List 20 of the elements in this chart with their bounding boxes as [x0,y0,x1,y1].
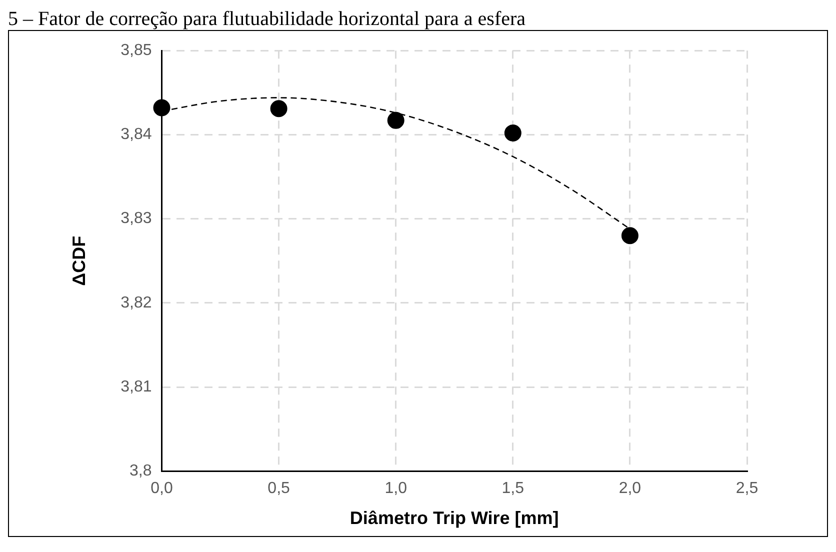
x-tick-label: 1,0 [384,480,408,498]
y-tick-label: 3,83 [120,210,152,228]
point [621,227,638,244]
point [270,100,288,118]
point [387,112,404,129]
x-axis-title: Diâmetro Trip Wire [mm] [350,508,559,528]
x-tick-label: 0,5 [268,480,290,498]
y-tick-label: 3,84 [120,126,152,144]
x-tick-label: 1,5 [502,480,524,498]
y-axis-title: ΔCDF [68,236,89,286]
chart-title: 5 – Fator de correção para flutuabilidade horizontal para a esfera [8,8,527,30]
point [153,99,170,116]
x-tick-label: 2,5 [736,480,758,498]
y-tick-label: 3,85 [120,42,152,60]
y-tick-label: 3,8 [129,462,152,480]
y-tick-label: 3,81 [120,378,152,396]
y-tick-label: 3,82 [120,294,152,312]
x-tick-label: 2,0 [618,480,642,498]
x-tick-label: 0,0 [150,480,173,498]
point [504,124,522,142]
